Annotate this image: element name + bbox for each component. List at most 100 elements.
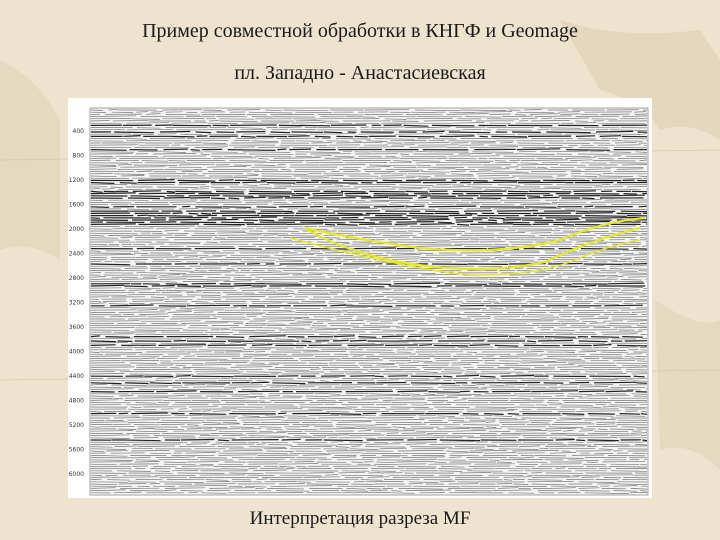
- trace-line: [90, 166, 644, 169]
- trace-line: [90, 331, 643, 334]
- trace-line: [90, 141, 648, 144]
- trace-line: [90, 379, 648, 382]
- depth-axis: 400 800 1200 1600 2000 2400 2800 3200 3600 4000 44…: [69, 128, 84, 478]
- trace-line: [91, 423, 648, 426]
- depth-label: 2800: [69, 275, 84, 282]
- trace-line: [90, 153, 648, 156]
- trace-line: [90, 412, 648, 415]
- trace-line: [90, 456, 648, 459]
- trace-line: [90, 386, 646, 389]
- trace-line: [90, 441, 648, 444]
- trace-line: [90, 480, 648, 483]
- trace-line: [90, 111, 646, 114]
- trace-line: [90, 284, 646, 288]
- trace-line: [90, 390, 648, 393]
- depth-label: 1600: [69, 202, 84, 209]
- trace-line: [90, 289, 648, 292]
- depth-label: 800: [73, 153, 85, 160]
- trace-line: [90, 185, 648, 189]
- trace-line: [90, 485, 647, 488]
- trace-line: [90, 291, 648, 294]
- trace-line: [90, 359, 648, 362]
- trace-line: [90, 293, 646, 296]
- trace-line: [90, 373, 648, 376]
- depth-label: 3200: [69, 300, 84, 307]
- trace-line: [90, 311, 648, 314]
- trace-line: [90, 361, 648, 365]
- trace-line: [90, 425, 648, 428]
- trace-line: [90, 328, 648, 332]
- horizons: [289, 216, 646, 276]
- trace-line: [90, 252, 648, 254]
- trace-line: [90, 163, 648, 167]
- trace-line: [90, 351, 648, 354]
- trace-line: [90, 218, 648, 222]
- trace-line: [90, 315, 648, 318]
- depth-label: 5200: [69, 422, 84, 429]
- trace-line: [90, 401, 648, 404]
- map-land: [560, 20, 720, 140]
- trace-line: [90, 271, 648, 274]
- depth-label: 400: [73, 128, 85, 135]
- trace-line: [90, 339, 648, 343]
- trace-line: [90, 210, 648, 213]
- trace-line: [90, 408, 647, 411]
- trace-line: [90, 234, 648, 237]
- trace-line: [90, 148, 647, 151]
- trace-line: [90, 108, 648, 112]
- trace-line: [90, 117, 648, 120]
- trace-line: [90, 403, 648, 406]
- trace-line: [90, 144, 648, 147]
- trace-line: [90, 313, 648, 316]
- trace-line: [90, 161, 648, 164]
- trace-line: [90, 190, 648, 193]
- trace-line: [90, 115, 648, 118]
- trace-line: [90, 174, 648, 178]
- trace-line: [90, 368, 648, 371]
- trace-line: [90, 370, 648, 373]
- trace-line: [90, 113, 648, 116]
- trace-line: [90, 436, 647, 439]
- trace-line: [90, 394, 648, 398]
- depth-label: 5600: [69, 447, 84, 454]
- trace-line: [90, 324, 648, 327]
- trace-line: [90, 366, 648, 369]
- trace-line: [90, 333, 647, 336]
- depth-label: 2000: [69, 226, 84, 233]
- trace-line: [90, 353, 648, 356]
- trace-line: [90, 128, 648, 131]
- trace-line: [90, 181, 648, 184]
- trace-line: [90, 364, 648, 367]
- trace-line: [90, 320, 648, 323]
- trace-line: [90, 467, 648, 470]
- trace-line: [90, 421, 648, 424]
- trace-line: [90, 452, 648, 455]
- trace-line: [90, 443, 648, 446]
- subtitle: пл. Западно - Анастасиевская: [234, 62, 486, 84]
- trace-line: [90, 449, 647, 453]
- trace-line: [90, 122, 646, 125]
- depth-label: 4400: [69, 373, 84, 380]
- trace-line: [90, 491, 648, 494]
- trace-line: [90, 306, 648, 310]
- trace-line: [91, 346, 648, 349]
- trace-line: [90, 478, 648, 481]
- trace-line: [90, 465, 648, 468]
- trace-line: [90, 278, 648, 281]
- trace-line: [90, 282, 645, 286]
- trace-line: [90, 432, 648, 435]
- trace-line: [90, 335, 643, 338]
- trace-line: [90, 208, 648, 211]
- trace-line: [90, 155, 648, 158]
- trace-line: [90, 194, 645, 198]
- trace-line: [91, 322, 648, 325]
- trace-line: [90, 130, 648, 134]
- map-land: [655, 300, 720, 470]
- trace-line: [90, 438, 648, 442]
- trace-line: [90, 184, 648, 186]
- trace-line: [90, 471, 647, 475]
- trace-line: [90, 399, 647, 402]
- trace-line: [90, 119, 648, 122]
- trace-line: [90, 232, 648, 235]
- depth-label: 3600: [69, 324, 84, 331]
